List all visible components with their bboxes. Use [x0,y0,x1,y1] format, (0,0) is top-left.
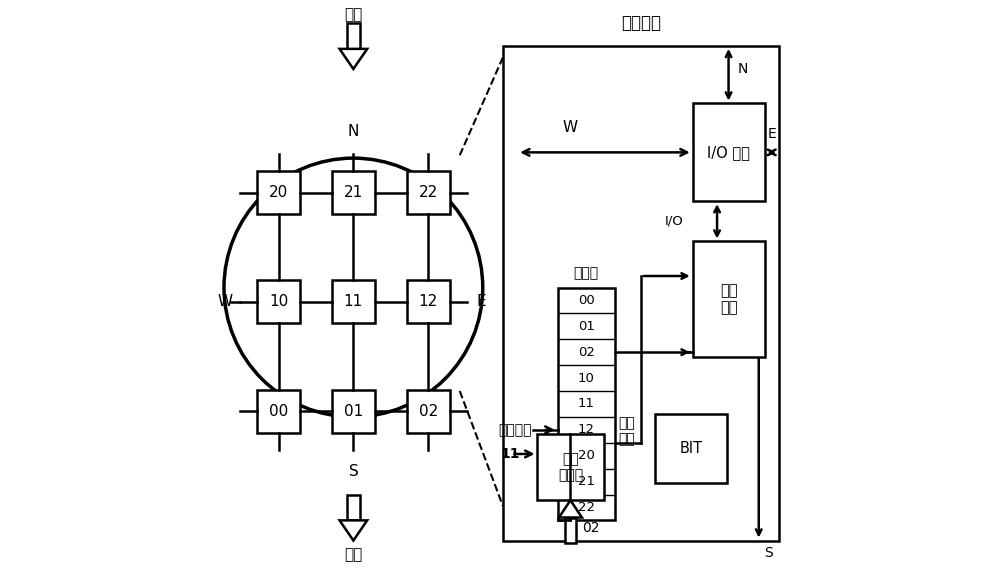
Text: 12: 12 [418,294,438,309]
Text: 22: 22 [578,501,595,514]
FancyBboxPatch shape [257,171,300,214]
Text: 20: 20 [269,185,288,200]
Text: E: E [767,127,776,141]
Text: 01: 01 [578,320,595,333]
Text: 21: 21 [344,185,363,200]
FancyBboxPatch shape [257,280,300,323]
Text: S: S [765,546,773,560]
Text: 逻辑
单元: 逻辑 单元 [720,283,737,315]
Text: I/O: I/O [665,215,684,228]
FancyBboxPatch shape [257,390,300,433]
Text: N: N [348,124,359,139]
FancyBboxPatch shape [565,518,576,543]
Text: 21: 21 [578,475,595,488]
FancyBboxPatch shape [537,434,604,500]
Text: W: W [218,294,233,309]
Text: 输入: 输入 [344,7,362,22]
Text: 11: 11 [578,397,595,411]
Text: 配置
位串: 配置 位串 [618,416,635,446]
FancyBboxPatch shape [347,23,360,49]
Text: 12: 12 [578,423,595,436]
FancyBboxPatch shape [407,280,450,323]
Text: I/O 单元: I/O 单元 [707,145,750,160]
FancyBboxPatch shape [332,171,375,214]
Text: 02: 02 [578,346,595,359]
FancyBboxPatch shape [503,46,779,540]
FancyBboxPatch shape [332,280,375,323]
Text: 00: 00 [269,404,288,419]
Polygon shape [340,520,367,540]
Text: 地址
产生器: 地址 产生器 [558,452,583,482]
Text: 输出: 输出 [344,547,362,562]
Text: 02: 02 [582,521,599,535]
FancyBboxPatch shape [407,171,450,214]
Text: 10: 10 [578,371,595,385]
FancyBboxPatch shape [558,288,615,520]
Text: 基因库: 基因库 [574,266,599,280]
Text: W: W [562,120,577,135]
Text: 01: 01 [344,404,363,419]
FancyBboxPatch shape [347,494,360,520]
Text: 11: 11 [344,294,363,309]
Polygon shape [559,500,582,518]
FancyBboxPatch shape [407,390,450,433]
Text: 00: 00 [578,294,595,307]
Text: N: N [737,62,748,76]
Text: 表达指针: 表达指针 [498,423,532,437]
FancyBboxPatch shape [693,104,765,201]
Polygon shape [340,49,367,69]
Text: 22: 22 [418,185,438,200]
FancyBboxPatch shape [655,414,727,483]
FancyBboxPatch shape [693,242,765,356]
Text: 02: 02 [418,404,438,419]
Text: 10: 10 [269,294,288,309]
FancyBboxPatch shape [332,390,375,433]
Text: S: S [349,465,358,480]
Text: 电子细胞: 电子细胞 [621,14,661,32]
Text: 11: 11 [501,447,520,461]
Text: BIT: BIT [680,441,703,456]
Text: E: E [477,294,486,309]
Text: 20: 20 [578,449,595,462]
